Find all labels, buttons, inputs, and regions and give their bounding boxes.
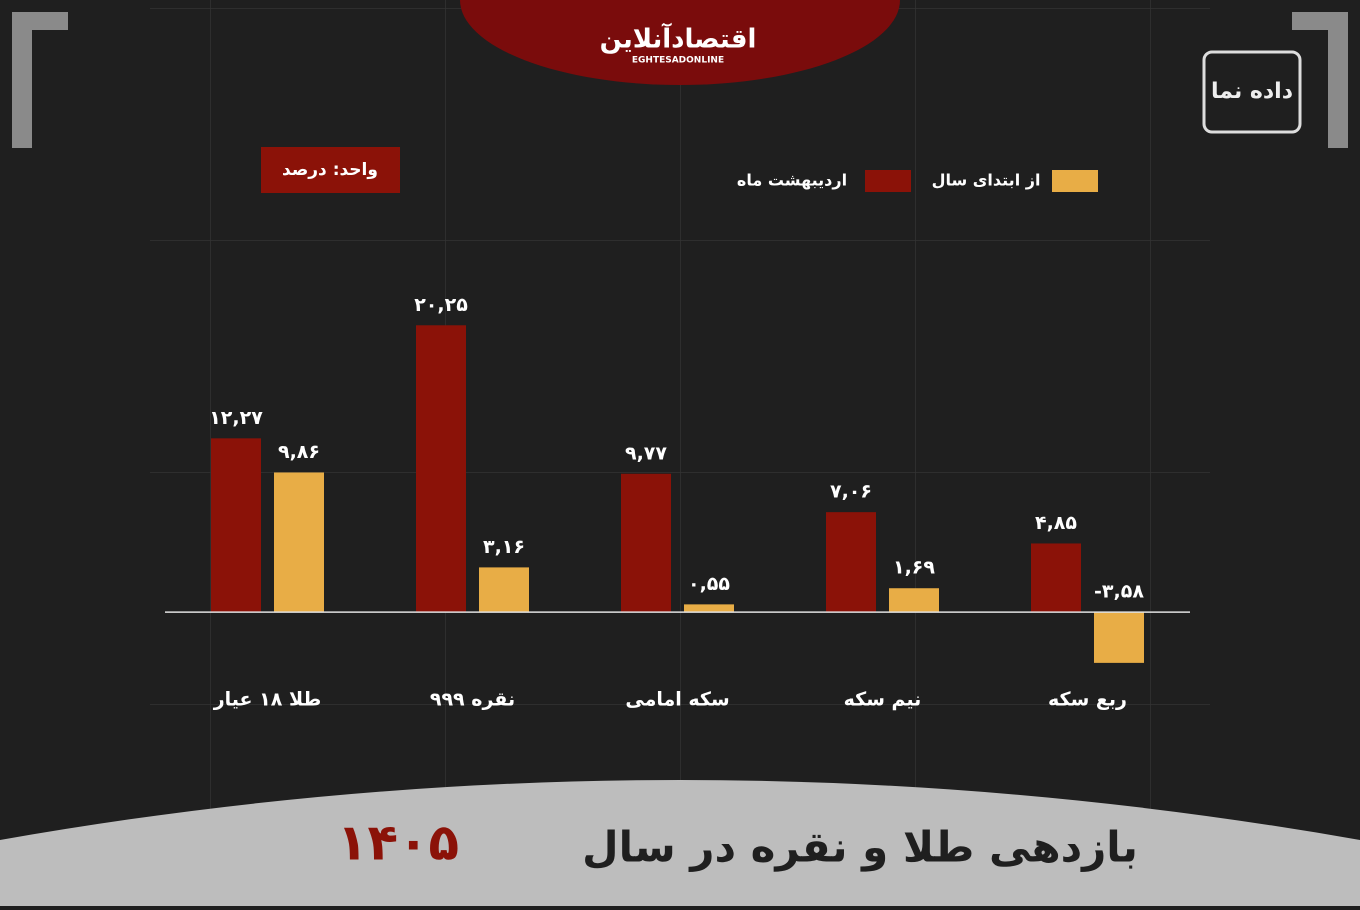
unit-label: واحد: درصد [282, 160, 378, 180]
value-label: -۳,۵۸ [1094, 581, 1144, 603]
bar [684, 604, 734, 613]
bar [1031, 543, 1081, 613]
bar [621, 473, 671, 613]
bar [889, 588, 939, 613]
brand-logo-frame [1202, 50, 1302, 134]
value-label: ۴,۸۵ [1035, 512, 1077, 534]
value-label: ۱,۶۹ [893, 557, 935, 579]
source-logo-latin: EGHTESADONLINE [632, 56, 724, 66]
value-label: ۱۲,۲۷ [209, 407, 263, 429]
x-tick-label: سکه امامی [625, 689, 729, 711]
value-label: ۹,۷۷ [625, 442, 667, 464]
x-tick-label: ربع سکه [1048, 689, 1127, 711]
bar [1094, 612, 1144, 663]
bar [416, 325, 466, 613]
bar [479, 567, 529, 613]
chart-title: بازدهی طلا و نقره در سال [582, 823, 1138, 873]
value-label: ۷,۰۶ [830, 481, 872, 503]
legend-swatch [865, 170, 911, 192]
bar [274, 472, 324, 613]
value-label: ۳,۱۶ [483, 536, 525, 558]
legend-swatch [1052, 170, 1098, 192]
corner-bracket [12, 12, 68, 148]
chart-title-year: ۱۴۰۵ [337, 814, 459, 872]
unit-box [261, 147, 400, 193]
legend-label: اردیبهشت ماه [737, 171, 847, 190]
value-label: ۹,۸۶ [278, 441, 320, 463]
brand-logo: داده نما [1211, 79, 1293, 104]
value-label: ۲۰,۲۵ [414, 294, 468, 316]
footer-band [0, 780, 1360, 906]
header-cap [460, 0, 900, 85]
value-label: ۰,۵۵ [688, 573, 730, 595]
bar [826, 512, 876, 613]
x-tick-label: طلا ۱۸ عیار [213, 689, 322, 711]
x-tick-label: نیم سکه [844, 689, 922, 711]
corner-bracket [1292, 12, 1348, 148]
background-grid [150, 0, 1210, 820]
source-logo: اقتصادآنلاین [600, 23, 757, 55]
bar [211, 438, 261, 613]
legend-label: از ابتدای سال [932, 171, 1041, 190]
x-tick-label: نقره ۹۹۹ [430, 689, 515, 711]
